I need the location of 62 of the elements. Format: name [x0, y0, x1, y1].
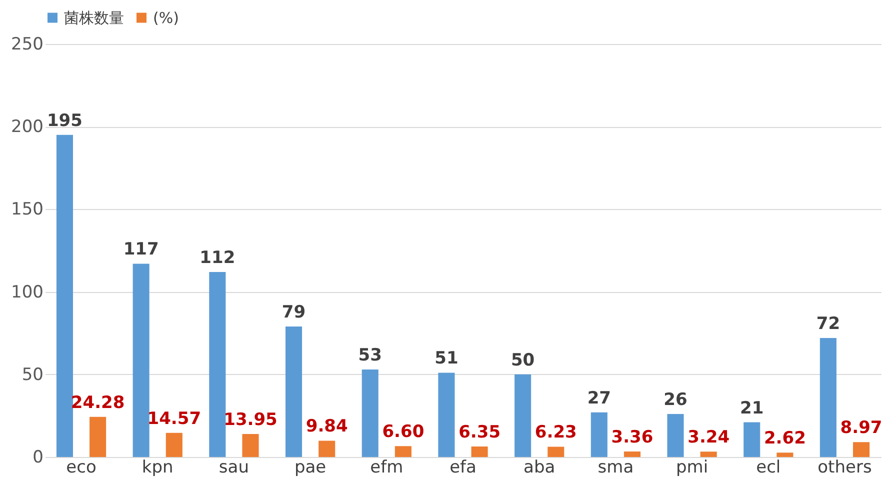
bar — [56, 134, 73, 457]
data-label: 3.36 — [611, 427, 654, 448]
data-label: 72 — [816, 314, 840, 334]
bar — [209, 272, 226, 457]
bar — [744, 422, 760, 457]
bar — [700, 452, 717, 457]
data-label: 195 — [46, 110, 82, 131]
bar — [853, 442, 870, 457]
y-tick-label: 50 — [22, 364, 44, 385]
x-tick-label: efm — [370, 458, 404, 478]
data-label: 51 — [434, 348, 458, 369]
bar — [590, 412, 608, 457]
y-tick-label: 250 — [11, 34, 44, 54]
data-label: 2.62 — [764, 428, 806, 449]
bar — [166, 432, 182, 457]
data-label: 13.95 — [224, 410, 278, 430]
data-label: 53 — [358, 345, 382, 366]
x-tick-label: pmi — [676, 458, 708, 478]
bar — [548, 446, 564, 457]
y-tick-label: 0 — [32, 448, 44, 468]
x-tick-label: ecl — [756, 458, 781, 478]
x-tick-label: sau — [218, 458, 249, 478]
data-label: 50 — [510, 350, 535, 370]
x-tick-label: others — [818, 458, 872, 478]
data-label: 21 — [740, 398, 764, 418]
x-tick-label: kpn — [142, 458, 174, 478]
data-label: 79 — [282, 302, 306, 322]
data-label: 117 — [123, 240, 159, 260]
bar — [132, 264, 150, 457]
data-label: 112 — [200, 248, 236, 268]
data-label: 8.97 — [840, 418, 882, 438]
bar — [242, 434, 259, 457]
x-tick-label: sma — [598, 458, 634, 478]
y-tick-label: 150 — [11, 200, 44, 220]
x-tick-label: pae — [294, 458, 326, 478]
bar — [471, 446, 488, 457]
bar — [318, 440, 336, 457]
bar — [285, 326, 302, 457]
legend-label: 菌株数量 — [64, 8, 124, 27]
x-tick-label: aba — [524, 458, 556, 478]
x-tick-label: eco — [66, 458, 96, 478]
y-tick-label: 200 — [11, 117, 44, 138]
bar — [624, 451, 641, 457]
data-label: 26 — [664, 390, 688, 410]
data-label: 6.23 — [534, 422, 577, 443]
data-label: 9.84 — [306, 416, 348, 437]
bar — [438, 372, 455, 457]
data-label: 3.24 — [688, 428, 730, 448]
data-label: 6.60 — [382, 422, 424, 442]
y-tick-label: 100 — [11, 282, 44, 302]
legend-label: (%) — [153, 8, 179, 27]
x-tick-label: efa — [450, 458, 476, 478]
bar — [90, 416, 106, 457]
bar — [394, 446, 412, 457]
data-label: 27 — [587, 388, 611, 408]
bar — [362, 369, 378, 457]
bar — [776, 452, 794, 457]
data-label: 14.57 — [147, 408, 202, 429]
bar — [514, 374, 532, 457]
data-label: 6.35 — [458, 422, 501, 443]
bar — [667, 414, 684, 457]
bar — [820, 338, 836, 457]
